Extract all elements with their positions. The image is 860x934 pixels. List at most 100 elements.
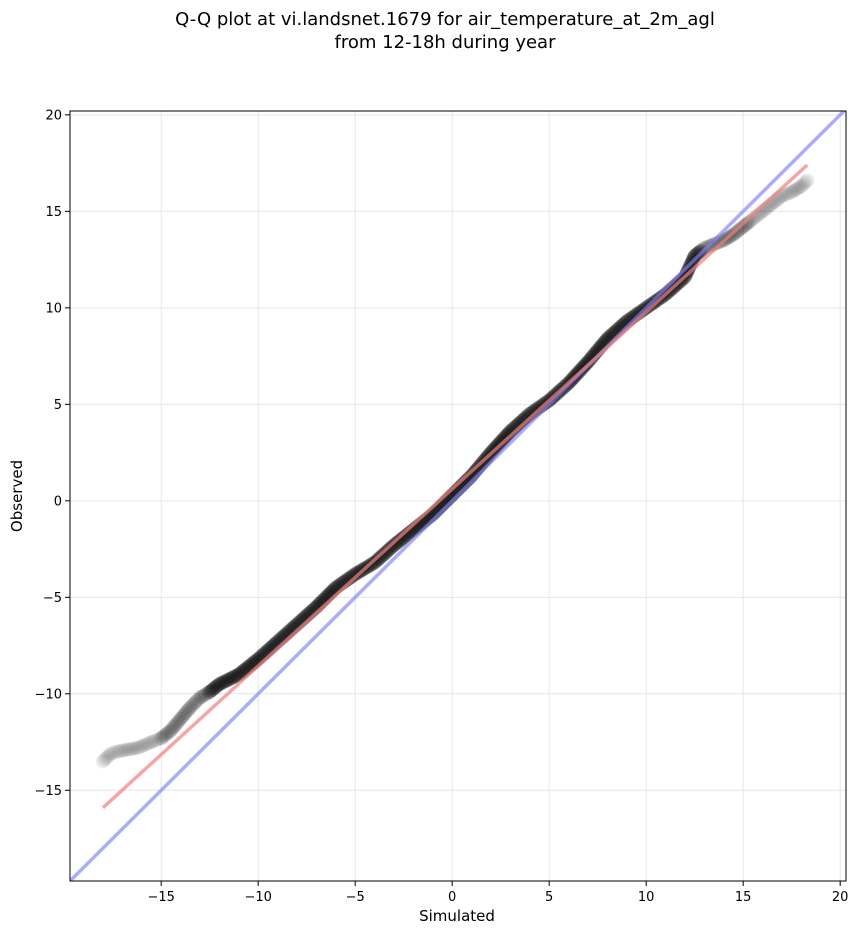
quantile-point bbox=[202, 684, 217, 699]
quantile-point bbox=[736, 219, 751, 234]
quantile-point bbox=[786, 183, 801, 198]
quantile-point bbox=[390, 535, 405, 550]
quantile-point bbox=[173, 711, 188, 726]
x-tick-label: 10 bbox=[638, 890, 655, 905]
quantile-point bbox=[99, 750, 114, 765]
quantile-point bbox=[168, 717, 183, 732]
quantile-point bbox=[214, 676, 229, 691]
quantile-point bbox=[194, 689, 209, 704]
quantile-point bbox=[170, 715, 185, 730]
quantile-point bbox=[777, 187, 792, 202]
quantile-point bbox=[520, 408, 535, 423]
quantile-point bbox=[161, 725, 176, 740]
quantile-point bbox=[142, 736, 157, 751]
quantile-point bbox=[383, 541, 398, 556]
quantile-point bbox=[377, 546, 392, 561]
quantile-point bbox=[121, 742, 136, 757]
quantile-point bbox=[348, 567, 363, 582]
quantile-point bbox=[165, 721, 180, 736]
quantile-point bbox=[180, 704, 195, 719]
y-axis-ticks: −15 −10 −5 0 5 10 15 20 bbox=[35, 108, 70, 799]
x-tick-label: 5 bbox=[545, 890, 553, 905]
quantile-point bbox=[223, 671, 238, 686]
quantile-point bbox=[191, 692, 206, 707]
quantile-point bbox=[144, 735, 159, 750]
quantile-point bbox=[114, 743, 129, 758]
quantile-point bbox=[200, 686, 215, 701]
quantile-point bbox=[740, 216, 755, 231]
plot-area-frame bbox=[69, 110, 847, 882]
y-tick-label: −10 bbox=[35, 687, 62, 702]
x-tick-label: −5 bbox=[346, 890, 365, 905]
x-tick-label: 15 bbox=[735, 890, 752, 905]
quantile-point bbox=[135, 738, 150, 753]
chart-title-line-1: Q-Q plot at vi.landsnet.1679 for air_tem… bbox=[175, 9, 715, 30]
quantile-point bbox=[350, 565, 365, 580]
x-axis-label: Simulated bbox=[419, 907, 495, 925]
quantile-point bbox=[158, 728, 173, 743]
quantile-point bbox=[518, 410, 533, 425]
quantile-point bbox=[185, 698, 200, 713]
quantile-point bbox=[584, 351, 599, 366]
quantile-point bbox=[501, 426, 516, 441]
quantile-point bbox=[176, 708, 191, 723]
quantile-point bbox=[221, 672, 235, 687]
quantile-point bbox=[149, 733, 164, 748]
quantile-point bbox=[216, 675, 231, 690]
quantile-point bbox=[206, 681, 221, 696]
quantile-point bbox=[183, 700, 198, 715]
quantile-point bbox=[101, 748, 116, 763]
quantile-point bbox=[788, 182, 803, 197]
quantile-point bbox=[192, 690, 207, 705]
quantile-point bbox=[693, 244, 708, 259]
quantile-point bbox=[369, 553, 384, 568]
quantile-point bbox=[126, 741, 141, 756]
quantile-point bbox=[792, 180, 807, 195]
quantile-point bbox=[392, 533, 407, 548]
quantile-point bbox=[346, 568, 361, 583]
y-tick-label: −5 bbox=[43, 591, 62, 606]
quantile-point bbox=[742, 215, 756, 230]
quantile-point bbox=[800, 173, 815, 188]
quantile-point bbox=[130, 740, 145, 755]
quantile-point bbox=[95, 754, 110, 769]
y-axis-label: Observed bbox=[8, 460, 26, 532]
reference-lines bbox=[70, 111, 846, 881]
quantile-point bbox=[500, 427, 515, 442]
quantile-point bbox=[381, 543, 396, 558]
quantile-point bbox=[156, 729, 171, 744]
quantile-point bbox=[111, 744, 126, 759]
quantile-point bbox=[385, 539, 400, 554]
quantile-point bbox=[732, 222, 747, 237]
y-tick-label: 20 bbox=[45, 108, 62, 123]
quantile-point bbox=[681, 262, 696, 277]
quantile-point bbox=[189, 694, 204, 709]
quantile-point bbox=[495, 433, 510, 448]
one-to-one-line bbox=[70, 111, 846, 881]
grid-lines bbox=[70, 111, 846, 881]
quantile-point bbox=[691, 245, 706, 260]
quantile-point bbox=[198, 687, 213, 702]
quantile-point bbox=[790, 181, 805, 196]
quantile-point bbox=[779, 186, 794, 201]
quantile-point bbox=[163, 723, 178, 738]
quantile-points bbox=[95, 173, 815, 769]
quantile-point bbox=[106, 745, 121, 760]
quantile-point bbox=[367, 555, 382, 570]
quantile-point bbox=[151, 732, 166, 747]
quantile-point bbox=[208, 680, 223, 695]
quantile-point bbox=[178, 706, 193, 721]
quantile-point bbox=[103, 746, 118, 761]
y-tick-label: 10 bbox=[45, 301, 62, 316]
quantile-point bbox=[146, 734, 161, 749]
quantile-point bbox=[796, 177, 811, 192]
quantile-point bbox=[379, 545, 394, 560]
quantile-point bbox=[493, 434, 508, 449]
x-tick-label: −10 bbox=[244, 890, 271, 905]
quantile-point bbox=[784, 185, 799, 200]
quantile-point bbox=[388, 536, 403, 551]
quantile-point bbox=[386, 538, 401, 553]
quantile-point bbox=[225, 670, 240, 685]
y-tick-label: −15 bbox=[35, 784, 62, 799]
